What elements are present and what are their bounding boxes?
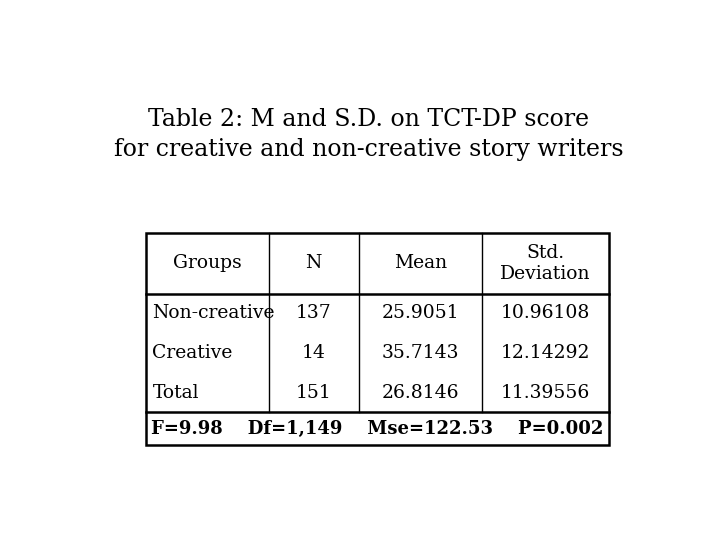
Text: Creative: Creative [153, 344, 233, 362]
Text: Groups: Groups [173, 254, 241, 272]
Text: 25.9051: 25.9051 [382, 305, 459, 322]
Text: 14: 14 [302, 344, 325, 362]
Text: Total: Total [153, 383, 199, 402]
Text: 26.8146: 26.8146 [382, 383, 459, 402]
Text: 151: 151 [296, 383, 332, 402]
Text: Mean: Mean [394, 254, 447, 272]
Text: 11.39556: 11.39556 [500, 383, 590, 402]
Text: Non-creative: Non-creative [153, 305, 275, 322]
Text: 12.14292: 12.14292 [500, 344, 590, 362]
Text: F=9.98    Df=1,149    Mse=122.53    P=0.002: F=9.98 Df=1,149 Mse=122.53 P=0.002 [151, 420, 603, 438]
Text: 137: 137 [296, 305, 332, 322]
Text: Std.
Deviation: Std. Deviation [500, 244, 590, 283]
Text: N: N [305, 254, 322, 272]
Text: 35.7143: 35.7143 [382, 344, 459, 362]
Text: 10.96108: 10.96108 [500, 305, 590, 322]
Text: Table 2: M and S.D. on TCT-DP score
for creative and non-creative story writers: Table 2: M and S.D. on TCT-DP score for … [114, 109, 624, 161]
